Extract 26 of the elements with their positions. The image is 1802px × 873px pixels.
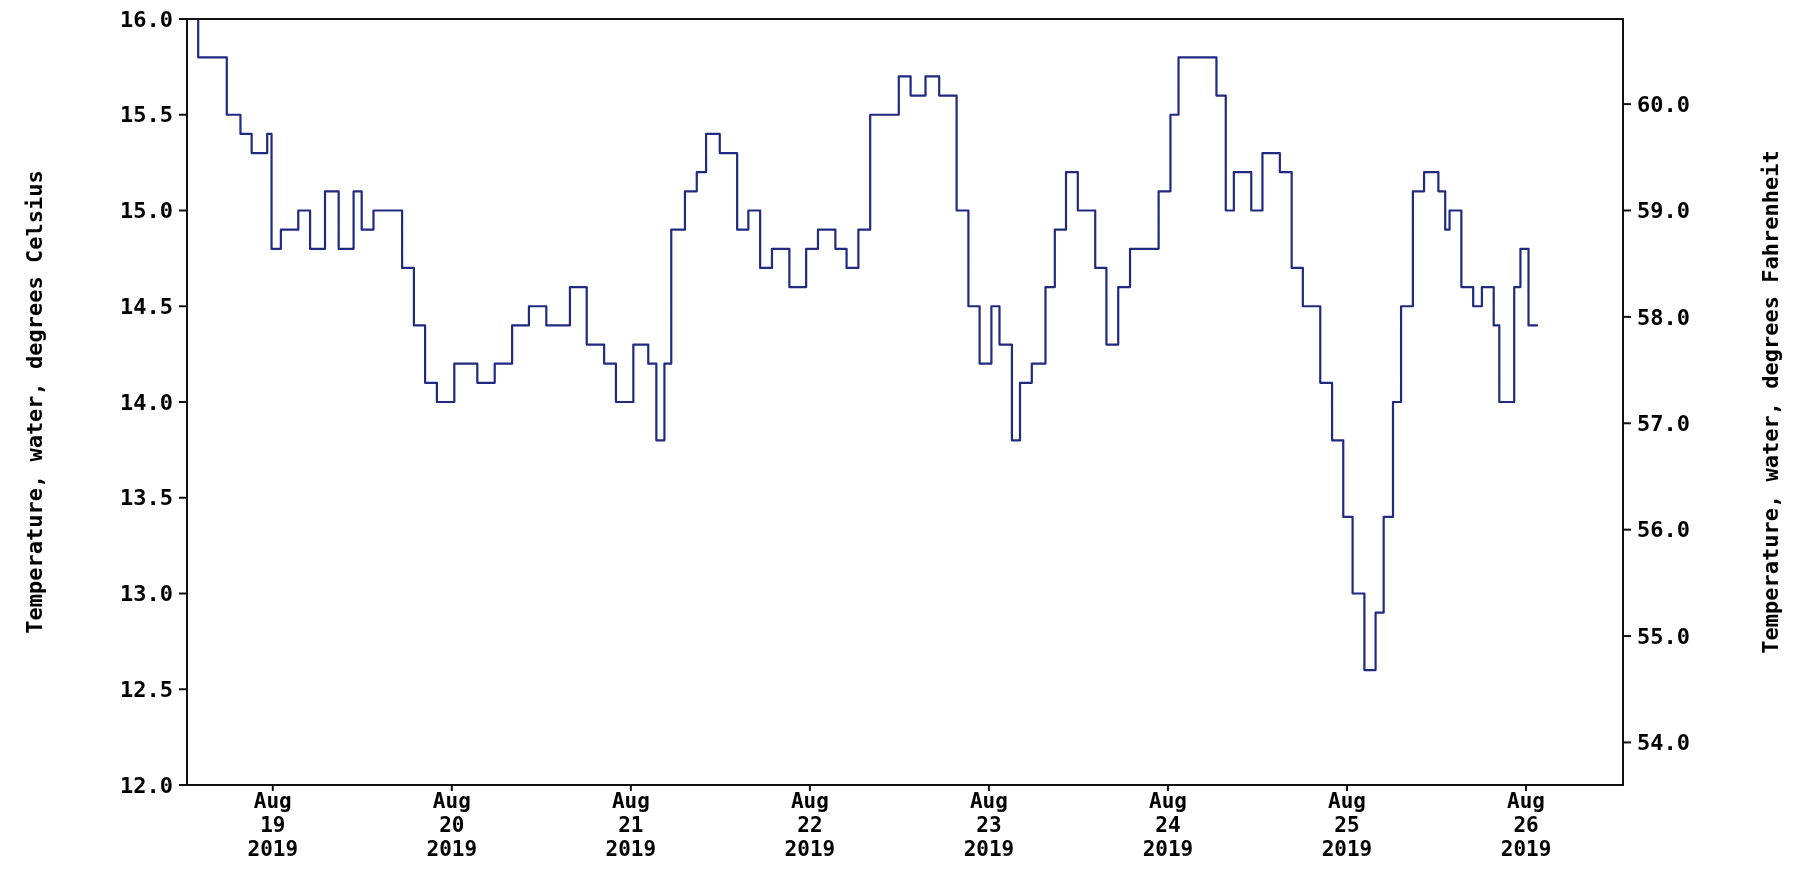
x-tick-label: Aug 25 2019 — [1321, 789, 1373, 861]
x-tick-label: Aug 21 2019 — [605, 789, 657, 861]
y-tick-label: 14.0 — [120, 389, 173, 415]
y-tick-label: 16.0 — [120, 6, 173, 32]
x-tick-label: Aug 26 2019 — [1500, 789, 1552, 861]
y2-tick-label: 56.0 — [1637, 517, 1690, 543]
y-axis-title: Temperature, water, degrees Celsius — [22, 170, 47, 634]
y-tick-label: 15.0 — [120, 198, 173, 224]
y2-tick-label: 57.0 — [1637, 410, 1690, 436]
x-tick-label: Aug 19 2019 — [247, 789, 299, 861]
y-tick-label: 13.0 — [120, 581, 173, 607]
y2-tick-label: 59.0 — [1637, 198, 1690, 224]
y-tick-label: 12.5 — [120, 676, 173, 702]
x-tick-label: Aug 22 2019 — [784, 789, 836, 861]
y-tick-label: 14.5 — [120, 293, 173, 319]
y2-tick-label: 58.0 — [1637, 304, 1690, 330]
y-tick-label: 13.5 — [120, 485, 173, 511]
x-tick-label: Aug 24 2019 — [1142, 789, 1194, 861]
x-tick-label: Aug 20 2019 — [426, 789, 478, 861]
y-tick-label: 12.0 — [120, 772, 173, 798]
y2-tick-label: 55.0 — [1637, 623, 1690, 649]
y2-axis-title: Temperature, water, degrees Fahrenheit — [1758, 150, 1783, 654]
y2-tick-label: 54.0 — [1637, 730, 1690, 756]
x-tick-label: Aug 23 2019 — [963, 789, 1015, 861]
y2-tick-label: 60.0 — [1637, 91, 1690, 117]
y-tick-label: 15.5 — [120, 102, 173, 128]
